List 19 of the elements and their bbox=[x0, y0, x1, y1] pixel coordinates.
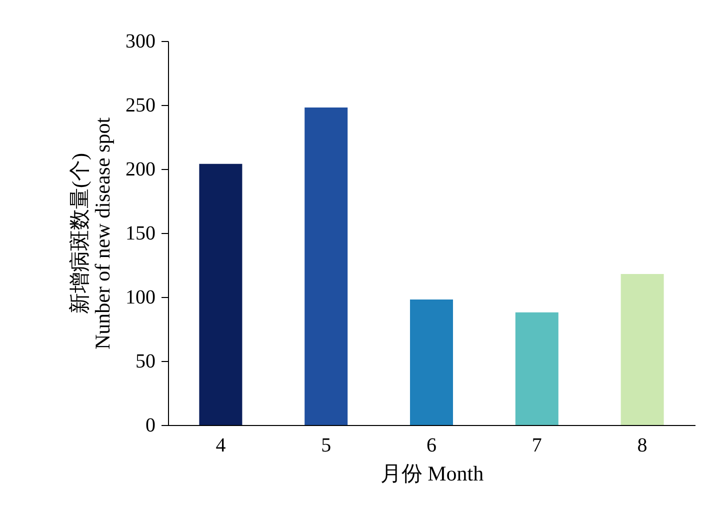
y-tick-label: 150 bbox=[126, 222, 156, 244]
bar bbox=[515, 312, 558, 425]
x-tick-label: 8 bbox=[637, 434, 648, 456]
x-tick-label: 4 bbox=[216, 434, 226, 456]
x-axis-title: 月份 Month bbox=[380, 462, 484, 486]
y-tick-label: 250 bbox=[126, 94, 156, 116]
y-axis-title: 新增病斑数量(个) Nunber of new disease spot bbox=[68, 117, 114, 350]
x-tick-label: 6 bbox=[426, 434, 436, 456]
y-tick-label: 50 bbox=[136, 350, 156, 372]
bar bbox=[304, 108, 348, 425]
y-tick-label: 0 bbox=[146, 414, 156, 436]
y-tick-label: 300 bbox=[126, 30, 156, 52]
bar bbox=[410, 300, 453, 425]
bar bbox=[620, 274, 664, 425]
y-tick-label: 200 bbox=[126, 158, 156, 180]
x-tick-label: 7 bbox=[532, 434, 542, 456]
bar bbox=[199, 164, 242, 425]
x-tick-label: 5 bbox=[321, 434, 332, 456]
y-tick-label: 100 bbox=[126, 286, 156, 308]
